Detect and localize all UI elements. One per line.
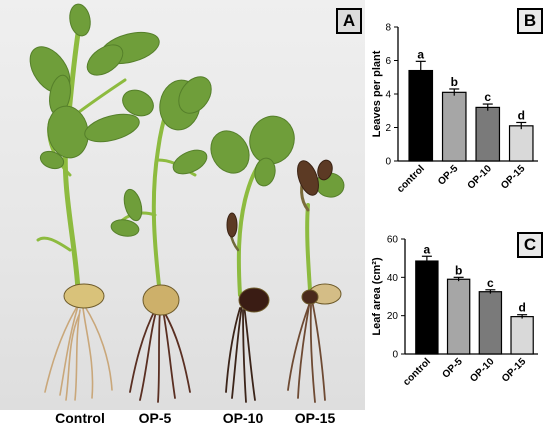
x-tick-label: OP-10: [466, 163, 495, 192]
x-tick-label: OP-5: [440, 356, 465, 381]
significance-letter: d: [518, 108, 525, 122]
op15-plant: [287, 173, 326, 403]
plant-label-op15: OP-15: [294, 410, 336, 426]
plant-label-op5: OP-5: [138, 410, 172, 426]
panel-b-letter: B: [517, 8, 543, 34]
bar: [446, 278, 471, 355]
bar: [508, 125, 534, 162]
plant-photo: A: [0, 0, 365, 410]
bar: [478, 291, 503, 355]
leaf-area-svg: 0 20 40 60 Leaf area (cm²) a control b OP-5 c OP-1…: [371, 235, 538, 388]
y-tick-label: 2: [385, 123, 391, 134]
x-tick-label: control: [401, 356, 433, 388]
significance-letter: b: [451, 75, 458, 89]
y-tick-label: 8: [385, 23, 391, 34]
op10-plant: [225, 158, 264, 403]
y-axis-label: Leaf area (cm²): [371, 257, 383, 336]
x-tick-label: OP-10: [468, 356, 497, 385]
bar: [408, 69, 434, 162]
significance-letter: c: [487, 276, 494, 290]
panel-a-letter: A: [336, 8, 362, 34]
significance-letter: a: [417, 47, 424, 61]
y-tick-label: 40: [387, 273, 399, 284]
x-tick-label: OP-15: [500, 356, 529, 385]
x-tick-label: OP-15: [499, 163, 528, 192]
y-axis-label: Leaves per plant: [371, 50, 383, 137]
x-tick-label: control: [395, 163, 427, 195]
x-tick-label: OP-5: [436, 163, 461, 188]
y-tick-label: 0: [392, 350, 398, 361]
significance-letter: d: [518, 301, 525, 315]
y-tick-label: 60: [387, 235, 399, 246]
significance-letter: a: [424, 242, 431, 256]
bar: [441, 91, 467, 162]
plant-photo-drawing: [29, 3, 345, 403]
op5-plant: [116, 88, 197, 403]
leaves-per-plant-chart: 0 2 4 6 8 Leaves per plant a control b OP-5 c OP-10…: [368, 0, 550, 215]
leaf-area-chart: 0 20 40 60 Leaf area (cm²) a control b OP-5 c OP-1…: [368, 222, 550, 429]
y-tick-label: 6: [385, 56, 391, 67]
bar: [510, 316, 534, 355]
panel-c-letter: C: [517, 232, 543, 258]
plant-label-op10: OP-10: [222, 410, 264, 426]
y-tick-label: 4: [385, 90, 391, 101]
bar: [415, 260, 439, 355]
significance-letter: c: [484, 90, 491, 104]
bar: [475, 106, 501, 162]
y-tick-label: 20: [387, 311, 399, 322]
leaves-per-plant-svg: 0 2 4 6 8 Leaves per plant a control b OP-5 c OP-10…: [371, 23, 538, 195]
significance-letter: b: [455, 263, 462, 277]
y-tick-label: 0: [385, 157, 391, 168]
plant-label-control: Control: [55, 410, 105, 426]
